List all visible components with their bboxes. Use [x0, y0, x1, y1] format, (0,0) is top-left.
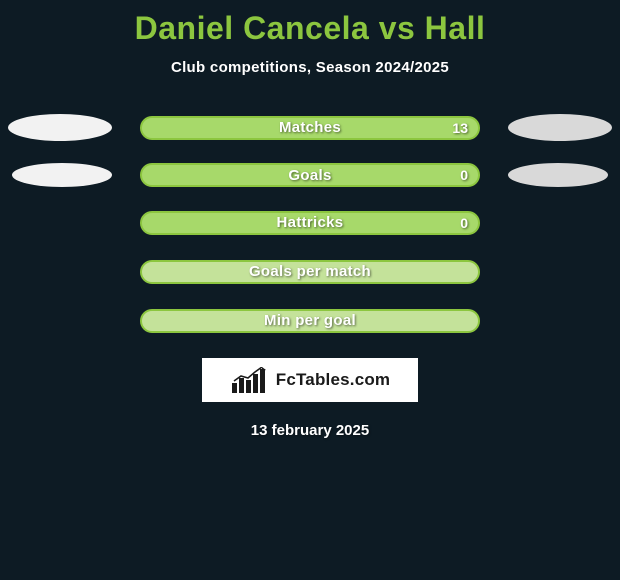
chart-icon: [230, 367, 270, 393]
stat-row: Hattricks 0: [0, 209, 620, 236]
stat-bar: Matches 13: [140, 116, 480, 140]
stat-value: 0: [460, 215, 468, 231]
stat-bar: Min per goal: [140, 309, 480, 333]
stat-label: Matches: [279, 119, 341, 136]
stat-bar: Goals 0: [140, 163, 480, 187]
stat-value: 13: [452, 120, 468, 136]
stat-row: Matches 13: [0, 114, 620, 141]
stat-rows: Matches 13 Goals 0 Hattricks 0 Goals per match…: [0, 114, 620, 334]
stat-value: 0: [460, 167, 468, 183]
player-right-marker: [508, 163, 608, 187]
player-right-marker: [508, 114, 612, 141]
stat-label: Goals: [288, 167, 331, 184]
stat-label: Hattricks: [277, 214, 344, 231]
stat-row: Min per goal: [0, 307, 620, 334]
player-left-marker: [12, 163, 112, 187]
stat-bar: Hattricks 0: [140, 211, 480, 235]
date-text: 13 february 2025: [0, 422, 620, 439]
stat-row: Goals per match: [0, 258, 620, 285]
stat-row: Goals 0: [0, 163, 620, 187]
source-badge: FcTables.com: [202, 358, 418, 402]
source-badge-text: FcTables.com: [276, 370, 391, 390]
stat-label: Min per goal: [264, 312, 356, 329]
stat-bar: Goals per match: [140, 260, 480, 284]
comparison-infographic: Daniel Cancela vs Hall Club competitions…: [0, 0, 620, 580]
stat-label: Goals per match: [249, 263, 371, 280]
player-left-marker: [8, 114, 112, 141]
page-subtitle: Club competitions, Season 2024/2025: [0, 59, 620, 76]
page-title: Daniel Cancela vs Hall: [0, 0, 620, 47]
